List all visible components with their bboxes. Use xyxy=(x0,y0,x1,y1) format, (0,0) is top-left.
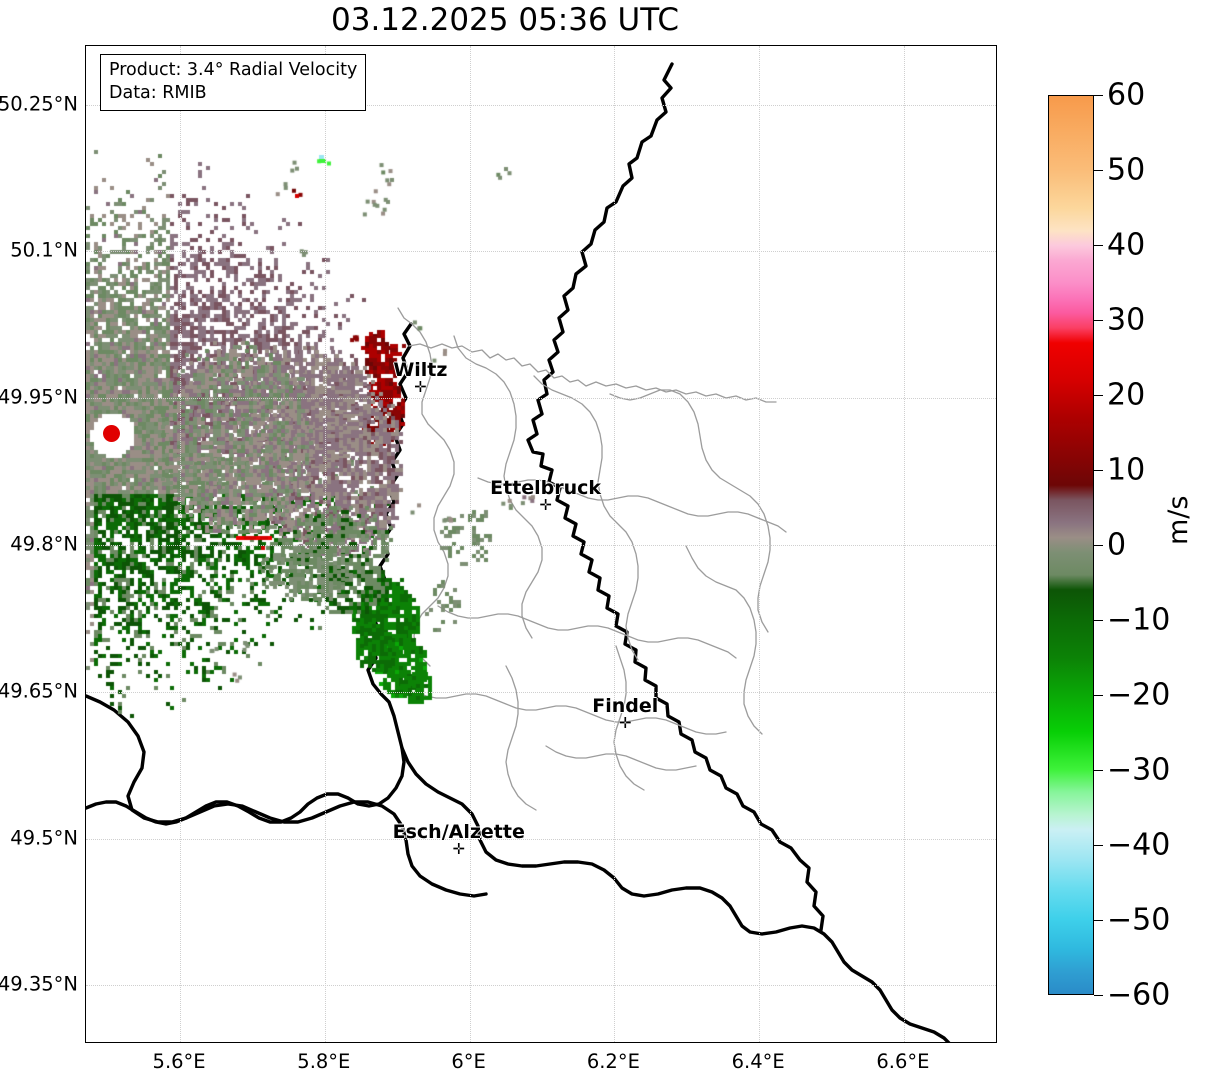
city-label-esch-alzette: Esch/Alzette ✛ xyxy=(392,821,525,859)
info-data-line: Data: RMIB xyxy=(109,83,207,104)
map-canvas: Wiltz ✛ Ettelbruck ✛ Findel ✛ Esch/Alzette ✛ xyxy=(86,46,996,1042)
y-axis-tick-label: 49.95°N xyxy=(0,385,78,409)
colorbar-tick xyxy=(1094,545,1103,546)
radar-echo-canvas xyxy=(86,46,996,1042)
y-axis-tick-label: 50.25°N xyxy=(0,92,78,116)
city-name: Ettelbruck xyxy=(490,477,602,499)
colorbar-tick-label: 10 xyxy=(1107,452,1146,488)
colorbar-tick-label: 40 xyxy=(1107,227,1146,263)
radar-site-marker[interactable] xyxy=(102,424,120,442)
colorbar-tick xyxy=(1094,470,1103,471)
colorbar-tick-label: 20 xyxy=(1107,377,1146,413)
colorbar-tick-label: −20 xyxy=(1107,677,1171,713)
gridline-vertical xyxy=(180,46,182,1042)
y-axis-tick-label: 49.8°N xyxy=(10,532,78,556)
colorbar-tick-label: 50 xyxy=(1107,152,1146,188)
city-name: Esch/Alzette xyxy=(392,821,525,844)
x-axis-tick-label: 6°E xyxy=(451,1050,486,1073)
x-axis-tick-label: 6.4°E xyxy=(731,1050,785,1073)
colorbar-tick xyxy=(1094,845,1103,846)
gridline-horizontal xyxy=(86,398,996,400)
colorbar-tick xyxy=(1094,320,1103,321)
gridline-horizontal xyxy=(86,985,996,987)
city-name: Findel xyxy=(592,695,659,718)
colorbar-tick-label: 30 xyxy=(1107,302,1146,338)
colorbar-tick-label: −30 xyxy=(1107,752,1171,788)
x-axis-tick-label: 5.6°E xyxy=(152,1050,206,1073)
x-axis-tick-label: 6.6°E xyxy=(876,1050,930,1073)
gridline-vertical xyxy=(903,46,905,1042)
city-label-findel: Findel ✛ xyxy=(592,695,659,733)
y-axis-tick-label: 49.35°N xyxy=(0,972,78,996)
gridline-vertical xyxy=(324,46,326,1042)
colorbar-tick xyxy=(1094,695,1103,696)
colorbar-tick xyxy=(1094,920,1103,921)
city-marker-icon: ✛ xyxy=(618,714,632,733)
radar-echo-layer xyxy=(86,46,996,1042)
page-title: 03.12.2025 05:36 UTC xyxy=(331,2,679,38)
x-axis-tick-label: 5.8°E xyxy=(297,1050,351,1073)
city-marker-icon: ✛ xyxy=(539,496,552,514)
colorbar-tick xyxy=(1094,995,1103,996)
city-label-wiltz: Wiltz ✛ xyxy=(393,358,448,396)
colorbar-tick xyxy=(1094,95,1103,96)
gridline-horizontal xyxy=(86,104,996,106)
city-labels-layer: Wiltz ✛ Ettelbruck ✛ Findel ✛ Esch/Alzette ✛ xyxy=(86,46,996,1042)
colorbar-tick xyxy=(1094,170,1103,171)
gridlines xyxy=(86,46,996,1042)
y-axis-tick-label: 50.1°N xyxy=(10,238,78,262)
info-product-line: Product: 3.4° Radial Velocity xyxy=(109,60,358,80)
gridline-vertical xyxy=(469,46,471,1042)
city-name: Wiltz xyxy=(393,358,448,381)
colorbar-tick-label: −50 xyxy=(1107,902,1171,938)
colorbar-tick-label: −60 xyxy=(1107,977,1171,1013)
colorbar[interactable] xyxy=(1048,95,1094,995)
y-axis-tick-label: 49.5°N xyxy=(10,826,78,850)
city-label-ettelbruck: Ettelbruck ✛ xyxy=(490,477,602,514)
colorbar-tick-label: 0 xyxy=(1107,527,1127,563)
colorbar-tick xyxy=(1094,245,1103,246)
gridline-vertical xyxy=(759,46,761,1042)
x-axis-tick-label: 6.2°E xyxy=(586,1050,640,1073)
city-marker-icon: ✛ xyxy=(414,377,427,396)
colorbar-tick xyxy=(1094,395,1103,396)
colorbar-tick xyxy=(1094,770,1103,771)
city-marker-icon: ✛ xyxy=(452,840,466,859)
map-plot-area[interactable]: Wiltz ✛ Ettelbruck ✛ Findel ✛ Esch/Alzette ✛ Pr… xyxy=(85,45,997,1043)
colorbar-unit-label: m/s xyxy=(1163,495,1194,545)
gridline-vertical xyxy=(614,46,616,1042)
gridline-horizontal xyxy=(86,838,996,840)
y-axis-tick-label: 49.65°N xyxy=(0,679,78,703)
gridline-horizontal xyxy=(86,691,996,693)
gridline-horizontal xyxy=(86,251,996,253)
colorbar-tick-label: −40 xyxy=(1107,827,1171,863)
colorbar-gradient xyxy=(1048,95,1094,995)
colorbar-tick xyxy=(1094,620,1103,621)
colorbar-tick-label: 60 xyxy=(1107,77,1146,113)
colorbar-tick-label: −10 xyxy=(1107,602,1171,638)
gridline-horizontal xyxy=(86,545,996,546)
product-info-box: Product: 3.4° Radial Velocity Data: RMIB xyxy=(100,54,367,112)
